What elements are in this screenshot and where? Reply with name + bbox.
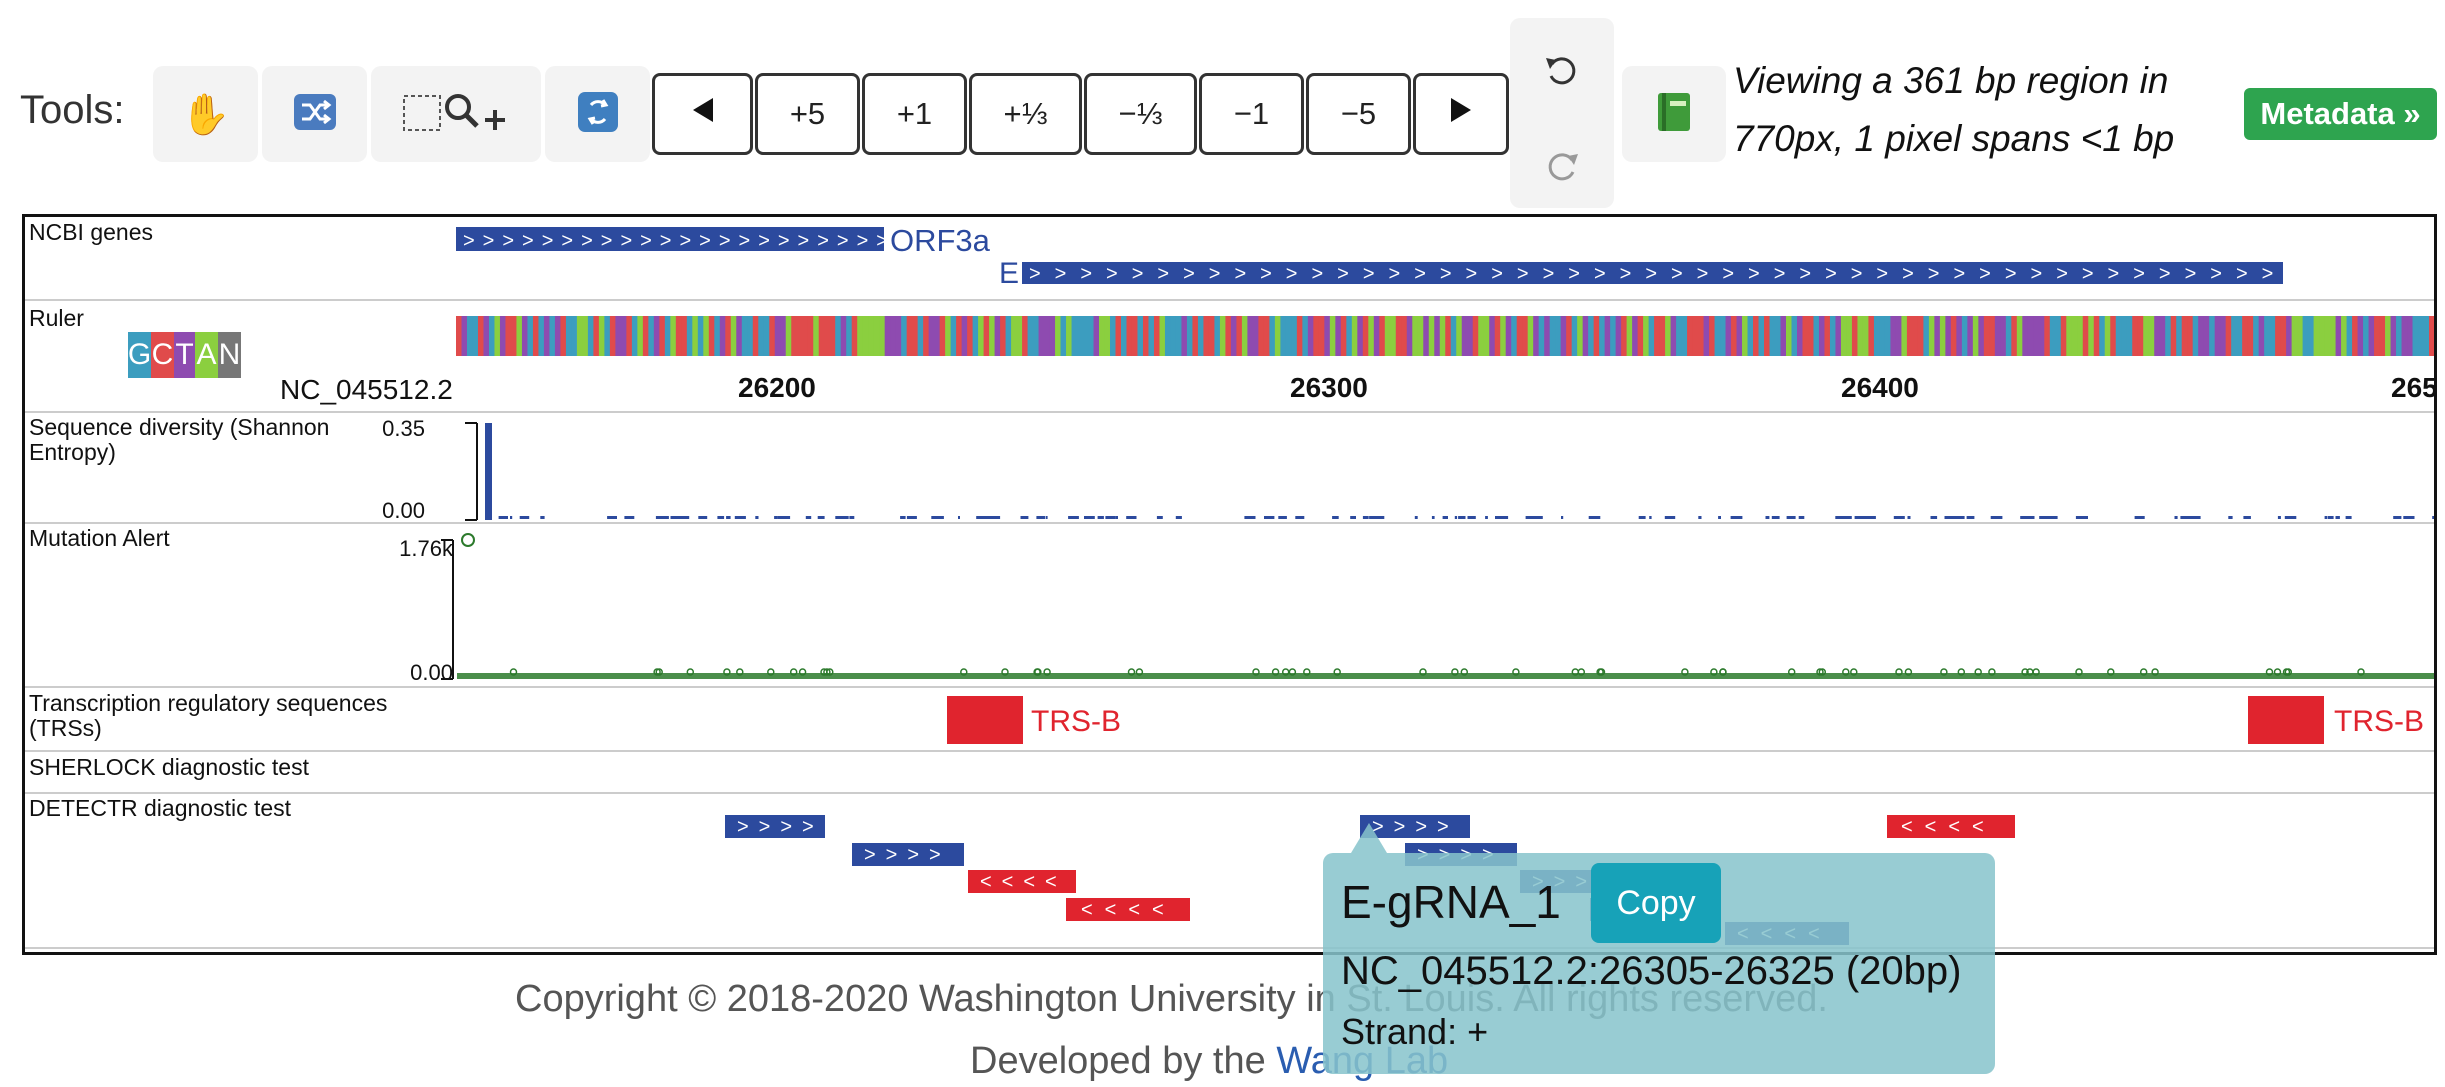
triangle-right-icon: [1449, 96, 1473, 132]
track-divider: [25, 750, 2434, 752]
zoom-region-tool-button[interactable]: [371, 66, 541, 162]
gene-e[interactable]: >>>>>>>>>>>>>>>>>>>>>>>>>>>>>>>>>>>>>>>>…: [999, 257, 2416, 290]
track-label-trs: Transcription regulatory sequences (TRSs…: [29, 690, 388, 741]
gene-orf3a[interactable]: >>>>>>>>>>>>>>>>>>>>>> ORF3a: [456, 223, 991, 258]
tooltip-arrow: [1351, 823, 1387, 853]
metadata-button[interactable]: Metadata »: [2244, 88, 2437, 140]
track-label-detectr: DETECTR diagnostic test: [29, 795, 292, 821]
undo-icon[interactable]: [1542, 50, 1582, 95]
zoom-in-5-button[interactable]: +5: [755, 73, 860, 155]
zoom-in-1-button[interactable]: +1: [862, 73, 967, 155]
trs-b-label-1: TRS-B: [1031, 705, 1121, 738]
grna-feature[interactable]: <<<<: [1887, 815, 2015, 838]
sequence-bar[interactable]: [456, 316, 2437, 356]
grna-feature-e-grna-1[interactable]: >>>>: [1360, 815, 1470, 838]
zoom-region-icon: [401, 90, 511, 139]
ncbi-genes-track[interactable]: >>>>>>>>>>>>>>>>>>>>>> ORF3a >>>>>>>>>>>…: [25, 217, 2437, 297]
zoom-out-third-button[interactable]: −⅓: [1084, 73, 1197, 155]
trs-b-label-2: TRS-B: [2334, 705, 2424, 738]
tools-label: Tools:: [20, 88, 125, 132]
redo-icon[interactable]: [1542, 146, 1582, 191]
base-t: T: [174, 332, 195, 378]
gene-label-e: E: [999, 257, 1019, 290]
book-icon: [1655, 91, 1693, 138]
svg-text:>>>>>>>>>>>>>>>>>>>>>>: >>>>>>>>>>>>>>>>>>>>>>: [463, 230, 896, 252]
detectr-track[interactable]: >>>> >>>> <<<< <<<< >>>> >>>> >>>> <<<< …: [25, 797, 2437, 955]
svg-text:<<<<: <<<<: [1081, 899, 1176, 921]
base-a: A: [195, 332, 218, 378]
trs-b-feature-1[interactable]: [947, 696, 1023, 744]
track-divider: [25, 792, 2434, 794]
history-panel: [1510, 18, 1614, 208]
svg-text:>>>>: >>>>: [864, 844, 951, 866]
zoom-out-5-button[interactable]: −5: [1306, 73, 1411, 155]
tooltip-strand: Strand: +: [1341, 1011, 1489, 1052]
developed-by-text: Developed by the Wang Lab: [970, 1040, 1448, 1083]
diversity-ymin: 0.00: [382, 498, 425, 523]
track-label-ruler: Ruler: [29, 305, 84, 331]
pan-left-button[interactable]: [652, 73, 753, 155]
mutation-track[interactable]: [25, 529, 2437, 684]
tooltip-feature-name: E-gRNA_1: [1341, 876, 1561, 928]
ruler-tick-26500: 265: [2391, 372, 2437, 403]
pan-right-button[interactable]: [1413, 73, 1509, 155]
svg-text:>>>>>>>>>>>>>>>>>>>>>>>>>>>>>>: >>>>>>>>>>>>>>>>>>>>>>>>>>>>>>>>>>>>>>>>…: [1029, 263, 2416, 285]
mutation-ymin: 0.00: [410, 660, 453, 685]
toolbar: Tools: ✋ +5 +1 +⅓ −⅓ −1 −5: [0, 0, 2445, 210]
base-n: N: [218, 332, 241, 378]
grna-feature[interactable]: <<<<: [1066, 898, 1190, 921]
copy-button[interactable]: Copy: [1591, 863, 1721, 943]
track-label-ncbi-genes: NCBI genes: [29, 219, 154, 245]
trs-b-feature-2[interactable]: [2248, 696, 2324, 744]
chromosome-name: NC_045512.2: [280, 374, 453, 405]
genome-browser-panel[interactable]: NCBI genes >>>>>>>>>>>>>>>>>>>>>> ORF3a …: [22, 214, 2437, 955]
hand-icon: ✋: [180, 92, 231, 137]
tooltip-location: NC_045512.2:26305-26325 (20bp): [1341, 949, 1962, 993]
track-label-sherlock: SHERLOCK diagnostic test: [29, 754, 309, 780]
base-c: C: [151, 332, 174, 378]
track-divider: [25, 411, 2434, 413]
track-divider: [25, 686, 2434, 688]
restore-view-button[interactable]: [545, 66, 650, 162]
diversity-ymax: 0.35: [382, 416, 425, 441]
reorder-tool-button[interactable]: [262, 66, 367, 162]
track-label-mutation: Mutation Alert: [29, 525, 170, 551]
track-divider: [25, 299, 2434, 301]
triangle-left-icon: [691, 96, 715, 132]
ruler-tick-26300: 26300: [1290, 372, 1368, 403]
base-color-legend: G C T A N: [128, 332, 241, 378]
ruler-tick-26200: 26200: [738, 372, 816, 403]
ruler-tick-26400: 26400: [1841, 372, 1919, 403]
grna-feature[interactable]: >>>>: [852, 843, 964, 866]
zoom-out-1-button[interactable]: −1: [1199, 73, 1304, 155]
svg-text:<<<<: <<<<: [980, 871, 1067, 893]
diversity-track[interactable]: [25, 417, 2437, 522]
track-divider: [25, 522, 2434, 524]
track-catalog-button[interactable]: [1622, 66, 1726, 162]
reorder-icon: [293, 93, 336, 135]
region-summary: Viewing a 361 bp region in 770px, 1 pixe…: [1733, 60, 2175, 159]
svg-text:<<<<: <<<<: [1901, 816, 1996, 838]
gene-label-orf3a: ORF3a: [890, 223, 991, 258]
track-label-diversity: Sequence diversity (Shannon Entropy): [29, 414, 330, 465]
grna-feature[interactable]: <<<<: [968, 870, 1076, 893]
base-g: G: [128, 332, 151, 378]
drag-tool-button[interactable]: ✋: [153, 66, 258, 162]
svg-text:>>>>: >>>>: [1372, 816, 1459, 838]
zoom-in-third-button[interactable]: +⅓: [969, 73, 1082, 155]
developed-prefix: Developed by the: [970, 1040, 1277, 1082]
restore-icon: [577, 91, 618, 137]
feature-tooltip: E-gRNA_1 Copy NC_045512.2:26305-26325 (2…: [1323, 823, 1995, 1074]
track-divider: [25, 947, 2434, 949]
svg-text:>>>>: >>>>: [737, 816, 824, 838]
grna-feature[interactable]: >>>>: [725, 815, 825, 838]
